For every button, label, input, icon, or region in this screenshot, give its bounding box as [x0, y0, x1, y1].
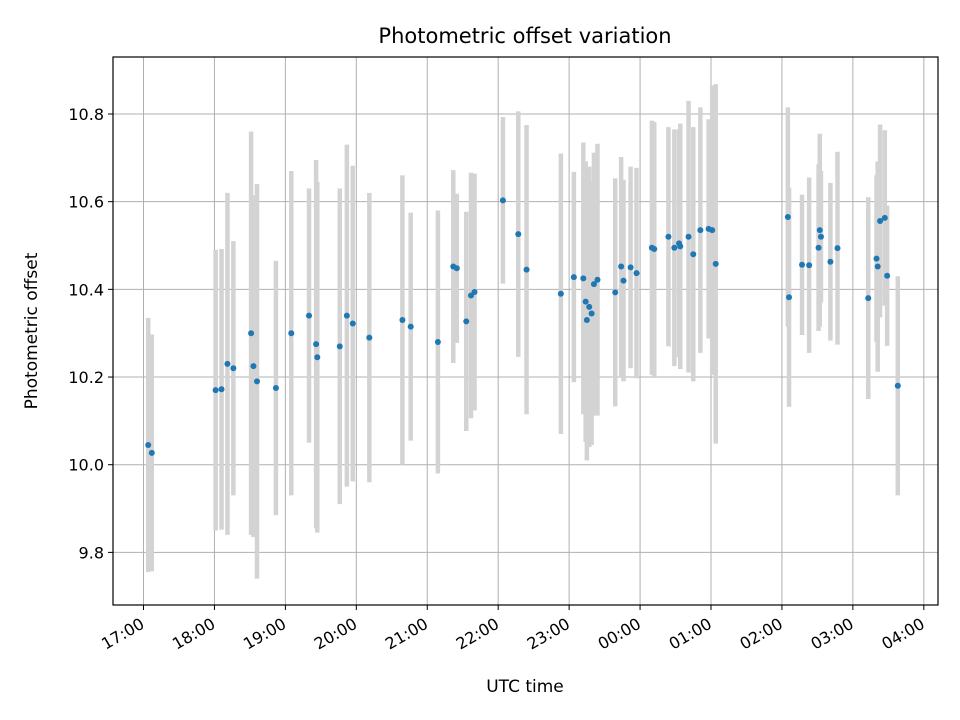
data-point	[618, 263, 625, 270]
data-point	[786, 294, 793, 301]
data-point	[212, 387, 219, 394]
data-point	[873, 255, 880, 262]
data-point	[570, 274, 577, 281]
data-point	[799, 261, 806, 268]
data-point	[314, 354, 321, 361]
data-point	[254, 378, 261, 385]
data-point	[366, 334, 373, 341]
data-point	[313, 341, 320, 348]
data-point	[499, 197, 506, 204]
y-tick-label: 9.8	[79, 543, 104, 562]
data-point	[712, 260, 719, 267]
data-point	[583, 317, 590, 324]
data-point	[633, 270, 640, 277]
data-point	[471, 288, 478, 295]
data-point	[806, 262, 813, 269]
data-point	[336, 343, 343, 350]
y-tick-label: 10.8	[68, 105, 104, 124]
data-point	[620, 277, 627, 284]
y-axis-label: Photometric offset	[22, 252, 42, 409]
data-point	[515, 231, 522, 238]
data-point	[288, 330, 295, 337]
data-point	[671, 244, 678, 251]
data-point	[881, 214, 888, 221]
data-point	[884, 272, 891, 279]
data-point	[580, 275, 587, 282]
data-point	[590, 281, 597, 288]
data-point	[665, 233, 672, 240]
data-point	[272, 384, 279, 391]
data-point	[557, 290, 564, 297]
data-point	[834, 245, 841, 252]
y-tick-label: 10.0	[68, 456, 104, 475]
data-point	[651, 246, 658, 253]
data-point	[586, 303, 593, 310]
data-point	[306, 312, 313, 319]
x-axis-label: UTC time	[486, 677, 564, 697]
plot-frame	[112, 56, 939, 606]
data-point	[685, 233, 692, 240]
data-point	[874, 263, 881, 270]
data-point	[453, 265, 460, 272]
data-point	[894, 382, 901, 389]
data-point	[865, 295, 872, 302]
chart-title: Photometric offset variation	[378, 24, 671, 48]
data-point	[463, 318, 470, 325]
data-points	[145, 197, 901, 456]
data-point	[582, 298, 589, 305]
data-point	[784, 214, 791, 221]
data-point	[709, 227, 716, 234]
data-point	[677, 243, 684, 250]
data-point	[588, 310, 595, 317]
data-point	[697, 227, 704, 234]
data-point	[230, 365, 237, 372]
data-point	[523, 266, 530, 273]
data-point	[690, 251, 697, 258]
data-point	[407, 323, 414, 330]
data-point	[250, 363, 257, 370]
data-point	[218, 386, 225, 393]
data-point	[816, 227, 823, 234]
data-point	[148, 449, 155, 456]
data-point	[594, 276, 601, 283]
data-point	[877, 217, 884, 224]
data-point	[224, 360, 231, 367]
data-point	[827, 258, 834, 265]
data-point	[627, 264, 634, 271]
y-tick-label: 10.2	[68, 368, 104, 387]
data-point	[434, 338, 441, 345]
data-point	[815, 244, 822, 251]
data-point	[145, 441, 152, 448]
data-point	[343, 312, 350, 319]
y-axis: 9.8 10.0 10.2 10.4 10.6 10.8	[68, 105, 113, 562]
data-point	[612, 289, 619, 296]
y-tick-label: 10.4	[68, 280, 104, 299]
y-tick-label: 10.6	[68, 193, 104, 212]
data-point	[399, 317, 406, 324]
data-point	[817, 233, 824, 240]
data-point	[248, 330, 255, 337]
data-point	[349, 320, 356, 327]
